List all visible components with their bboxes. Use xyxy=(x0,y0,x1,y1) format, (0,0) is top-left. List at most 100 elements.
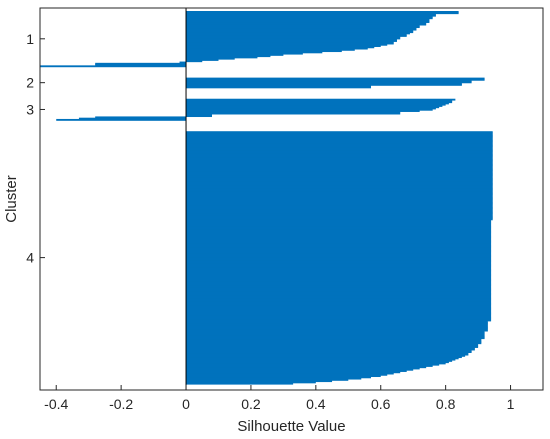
silhouette-bar-cluster-4-32 xyxy=(186,171,493,174)
silhouette-bar-cluster-4-159 xyxy=(186,332,485,335)
x-axis-ticks: -0.4 -0.2 0 0.2 0.4 0.6 0.8 1 xyxy=(44,385,515,412)
silhouette-bar-cluster-4-68 xyxy=(186,217,493,220)
silhouette-bar-cluster-4-193 xyxy=(186,375,381,378)
silhouette-bar-cluster-4-138 xyxy=(186,305,492,308)
silhouette-bar-cluster-4-66 xyxy=(186,214,493,217)
silhouette-bar-cluster-4-35 xyxy=(186,175,493,178)
silhouette-bar-cluster-4-168 xyxy=(186,343,479,346)
silhouette-bar-cluster-4-120 xyxy=(186,282,492,285)
x-tick-label-6: 0.8 xyxy=(436,396,456,412)
y-tick-label-1: 1 xyxy=(26,31,34,47)
silhouette-bar-cluster-2-2 xyxy=(186,80,472,83)
x-tick-label-4: 0.4 xyxy=(306,396,326,412)
silhouette-bar-cluster-1-19 xyxy=(186,35,407,37)
y-tick-label-2: 2 xyxy=(26,75,34,91)
silhouette-bar-cluster-1-10 xyxy=(186,23,427,26)
silhouette-bar-cluster-4-63 xyxy=(186,210,493,213)
silhouette-bar-cluster-4-106 xyxy=(186,265,492,268)
silhouette-bar-cluster-4-166 xyxy=(186,341,482,343)
silhouette-bar-cluster-4-110 xyxy=(186,270,492,273)
silhouette-bar-cluster-4-54 xyxy=(186,199,493,202)
silhouette-bar-cluster-3-16 xyxy=(56,118,187,121)
silhouette-bar-cluster-4-1 xyxy=(186,132,493,135)
silhouette-bar-cluster-4-171 xyxy=(186,347,475,350)
x-tick-label-5: 0.6 xyxy=(371,396,391,412)
silhouette-bar-cluster-4-196 xyxy=(186,378,349,381)
silhouette-bar-cluster-4-175 xyxy=(186,352,469,355)
silhouette-bar-cluster-4-9 xyxy=(186,142,493,145)
silhouette-bar-cluster-3-9 xyxy=(186,110,420,112)
silhouette-bar-cluster-4-100 xyxy=(186,257,492,260)
silhouette-bar-cluster-3-8 xyxy=(186,108,433,111)
silhouette-bar-cluster-4-60 xyxy=(186,207,493,209)
silhouette-bar-cluster-4-199 xyxy=(186,382,294,385)
silhouette-bar-cluster-4-145 xyxy=(186,314,492,317)
silhouette-bar-cluster-4-187 xyxy=(186,367,420,370)
silhouette-bar-cluster-4-11 xyxy=(186,145,493,147)
silhouette-bar-cluster-4-176 xyxy=(186,353,469,356)
silhouette-bar-cluster-4-28 xyxy=(186,166,493,169)
silhouette-bar-cluster-4-99 xyxy=(186,256,492,259)
silhouette-bar-cluster-4-95 xyxy=(186,251,492,254)
silhouette-bar-cluster-3-3 xyxy=(186,102,449,105)
silhouette-bar-cluster-4-58 xyxy=(186,204,493,207)
silhouette-bar-cluster-4-133 xyxy=(186,299,492,302)
silhouette-bar-cluster-4-155 xyxy=(186,327,488,329)
silhouette-bar-cluster-4-94 xyxy=(186,250,492,252)
silhouette-bar-cluster-4-132 xyxy=(186,298,492,300)
silhouette-bar-cluster-4-12 xyxy=(186,146,493,149)
silhouette-bar-cluster-4-183 xyxy=(186,362,446,365)
silhouette-bar-cluster-4-135 xyxy=(186,301,492,304)
y-tick-label-3: 3 xyxy=(26,101,34,117)
silhouette-bar-cluster-1-34 xyxy=(186,53,284,56)
silhouette-bar-cluster-4-84 xyxy=(186,237,492,240)
silhouette-bar-cluster-4-116 xyxy=(186,277,492,280)
silhouette-bar-cluster-4-69 xyxy=(186,218,493,221)
bars-group xyxy=(40,11,493,385)
silhouette-bar-cluster-2-3 xyxy=(186,81,472,84)
silhouette-bar-cluster-4-109 xyxy=(186,268,492,271)
silhouette-bar-cluster-4-7 xyxy=(186,140,493,142)
silhouette-bar-cluster-1-28 xyxy=(186,46,375,49)
silhouette-bar-cluster-4-73 xyxy=(186,223,492,226)
silhouette-bar-cluster-4-89 xyxy=(186,243,492,246)
silhouette-bar-cluster-4-114 xyxy=(186,275,492,278)
silhouette-bar-cluster-1-26 xyxy=(186,43,388,46)
x-tick-label-3: 0.2 xyxy=(241,396,261,412)
silhouette-bar-cluster-4-44 xyxy=(186,186,493,189)
silhouette-bar-cluster-1-39 xyxy=(186,60,203,63)
silhouette-bar-cluster-4-3 xyxy=(186,135,493,137)
silhouette-bar-cluster-1-41 xyxy=(95,62,187,65)
silhouette-bar-cluster-4-189 xyxy=(186,370,407,372)
silhouette-bar-cluster-4-87 xyxy=(186,241,492,244)
silhouette-bar-cluster-4-111 xyxy=(186,271,492,274)
silhouette-bar-cluster-4-150 xyxy=(186,320,488,323)
y-tick-label-4: 4 xyxy=(26,250,34,266)
silhouette-bar-cluster-4-30 xyxy=(186,169,493,171)
silhouette-bar-cluster-4-29 xyxy=(186,167,493,170)
silhouette-bar-cluster-4-121 xyxy=(186,284,492,287)
silhouette-bar-cluster-4-158 xyxy=(186,330,485,333)
silhouette-bar-cluster-3-14 xyxy=(95,116,187,119)
silhouette-bar-cluster-4-31 xyxy=(186,170,493,173)
silhouette-bar-cluster-1-42 xyxy=(95,64,187,66)
silhouette-bar-cluster-1-36 xyxy=(186,56,258,59)
silhouette-bar-cluster-4-148 xyxy=(186,318,492,321)
silhouette-bar-cluster-1-43 xyxy=(40,65,187,68)
silhouette-bar-cluster-1-31 xyxy=(186,50,342,53)
silhouette-bar-cluster-4-128 xyxy=(186,292,492,295)
silhouette-bar-cluster-3-1 xyxy=(186,99,453,102)
silhouette-bar-cluster-1-8 xyxy=(186,21,430,23)
silhouette-bar-cluster-4-164 xyxy=(186,338,482,341)
silhouette-bar-cluster-4-79 xyxy=(186,231,492,233)
silhouette-bar-cluster-1-15 xyxy=(186,29,414,32)
x-tick-label-7: 1 xyxy=(507,396,515,412)
silhouette-bar-cluster-4-185 xyxy=(186,365,433,367)
silhouette-bar-cluster-4-6 xyxy=(186,138,493,141)
silhouette-bar-cluster-4-16 xyxy=(186,151,493,154)
silhouette-bar-cluster-4-52 xyxy=(186,196,493,199)
silhouette-bar-cluster-1-2 xyxy=(186,13,436,16)
silhouette-bar-cluster-3-4 xyxy=(186,103,446,106)
silhouette-bar-cluster-4-22 xyxy=(186,159,493,161)
silhouette-bar-cluster-4-20 xyxy=(186,156,493,159)
